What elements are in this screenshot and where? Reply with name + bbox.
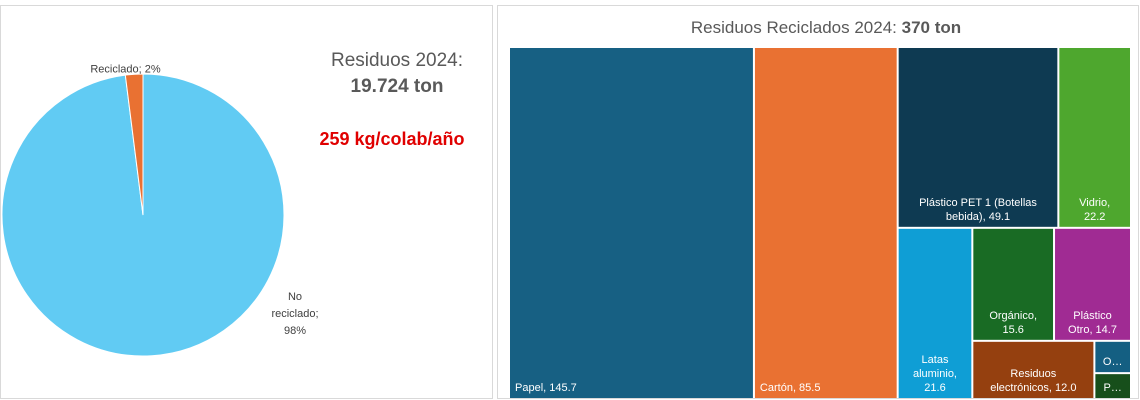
pie-slice xyxy=(124,73,144,216)
treemap-cell xyxy=(510,48,753,398)
treemap-title: Residuos Reciclados 2024: 370 ton xyxy=(691,18,961,37)
pie-annotation: 259 kg/colab/año xyxy=(319,129,464,149)
pie-subtitle: 19.724 ton xyxy=(351,76,444,97)
data-label: Plástico PET 1 (Botellas bebida), 49.1 xyxy=(919,197,1037,223)
data-label: Plástico Otro, 14.7 xyxy=(1068,310,1117,336)
treemap-cell xyxy=(1095,374,1130,398)
treemap-cell xyxy=(1095,341,1130,373)
treemap-cell xyxy=(898,228,972,398)
data-label: O… xyxy=(1103,356,1123,368)
title-total: 370 ton xyxy=(902,18,962,37)
data-label: Reciclado; 2% xyxy=(90,63,161,75)
data-label: Orgánico, 15.6 xyxy=(989,310,1037,336)
treemap-cell xyxy=(973,228,1054,340)
data-label: P… xyxy=(1104,382,1122,394)
data-label: Vidrio, 22.2 xyxy=(1079,197,1110,223)
pie-title: Residuos 2024: xyxy=(331,50,463,71)
treemap-cell xyxy=(898,48,1058,227)
treemap-cell xyxy=(973,341,1094,398)
treemap-cell xyxy=(754,48,897,398)
data-label: Residuos electrónicos, 12.0 xyxy=(990,368,1076,394)
data-label: Cartón, 85.5 xyxy=(760,382,821,394)
data-label: Papel, 145.7 xyxy=(515,382,577,394)
data-label: Latas aluminio, 21.6 xyxy=(913,354,957,394)
treemap-cell xyxy=(1059,48,1130,227)
data-label: No reciclado; 98% xyxy=(271,291,318,337)
title-text: Residuos Reciclados 2024: xyxy=(691,18,897,37)
treemap-cell xyxy=(1055,228,1130,340)
